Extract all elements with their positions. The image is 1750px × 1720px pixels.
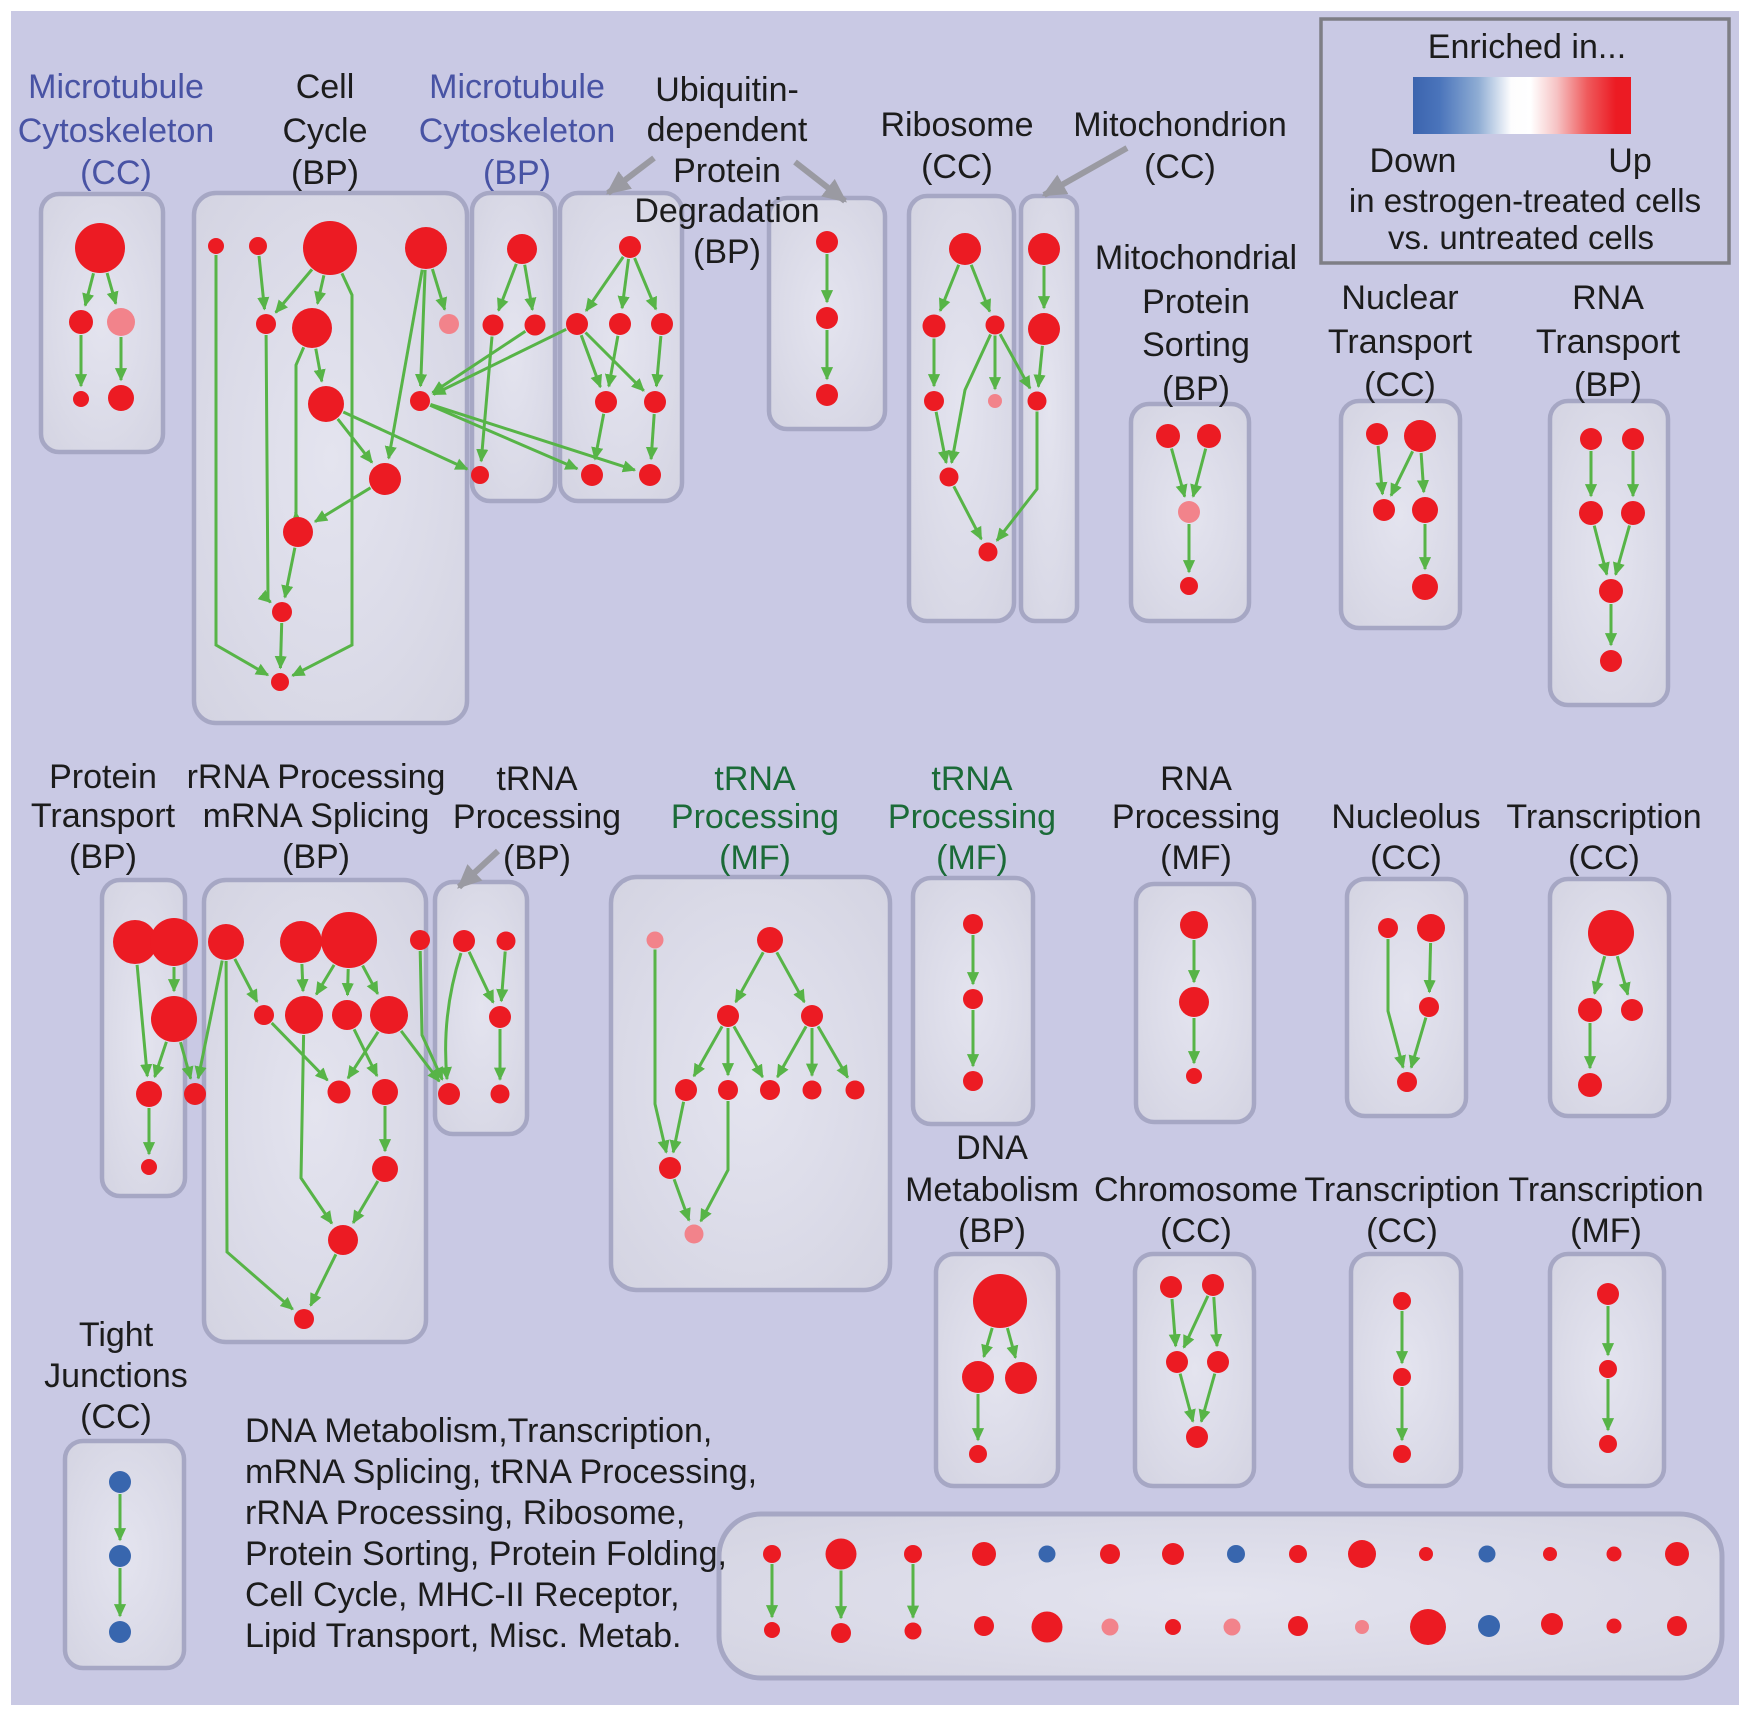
svg-text:(BP): (BP)	[483, 154, 551, 192]
svg-text:Transcription: Transcription	[1508, 1171, 1703, 1209]
svg-text:(CC): (CC)	[80, 1398, 152, 1436]
svg-text:Processing: Processing	[453, 798, 621, 836]
svg-text:Transport: Transport	[31, 797, 176, 835]
svg-text:Down: Down	[1370, 142, 1457, 180]
svg-text:Processing: Processing	[888, 798, 1056, 836]
svg-text:Enriched in...: Enriched in...	[1428, 28, 1626, 66]
svg-text:Nucleolus: Nucleolus	[1331, 798, 1480, 836]
svg-text:Cytoskeleton: Cytoskeleton	[419, 112, 616, 150]
svg-text:Tight: Tight	[79, 1316, 154, 1354]
svg-text:tRNA: tRNA	[496, 760, 578, 798]
svg-text:(CC): (CC)	[1160, 1212, 1232, 1250]
svg-text:Processing: Processing	[1112, 798, 1280, 836]
svg-text:(CC): (CC)	[1568, 839, 1640, 877]
svg-text:tRNA: tRNA	[931, 760, 1013, 798]
svg-text:Ribosome: Ribosome	[880, 106, 1033, 144]
svg-text:DNA: DNA	[956, 1129, 1028, 1167]
svg-text:rRNA Processing, Ribosome,: rRNA Processing, Ribosome,	[245, 1494, 685, 1532]
svg-text:(MF): (MF)	[1160, 839, 1232, 877]
svg-text:Sorting: Sorting	[1142, 326, 1250, 364]
svg-text:(BP): (BP)	[503, 839, 571, 877]
svg-text:Protein: Protein	[49, 758, 157, 796]
svg-text:Nuclear: Nuclear	[1341, 279, 1458, 317]
svg-text:Chromosome: Chromosome	[1094, 1171, 1298, 1209]
svg-text:RNA: RNA	[1160, 760, 1232, 798]
svg-text:DNA Metabolism,Transcription,: DNA Metabolism,Transcription,	[245, 1412, 712, 1450]
svg-text:Protein: Protein	[673, 152, 781, 190]
svg-text:rRNA Processing: rRNA Processing	[187, 758, 446, 796]
svg-text:mRNA Splicing: mRNA Splicing	[203, 797, 430, 835]
svg-text:Up: Up	[1608, 142, 1651, 180]
svg-text:(MF): (MF)	[1570, 1212, 1642, 1250]
svg-text:(MF): (MF)	[719, 839, 791, 877]
svg-text:Mitochondrion: Mitochondrion	[1073, 106, 1287, 144]
svg-text:Cycle: Cycle	[282, 112, 367, 150]
svg-text:Transport: Transport	[1536, 323, 1681, 361]
svg-text:Ubiquitin-: Ubiquitin-	[655, 71, 799, 109]
svg-text:tRNA: tRNA	[714, 760, 796, 798]
svg-text:(BP): (BP)	[282, 838, 350, 876]
svg-text:(BP): (BP)	[1574, 366, 1642, 404]
svg-text:(CC): (CC)	[1144, 148, 1216, 186]
svg-text:Transport: Transport	[1328, 323, 1473, 361]
svg-text:mRNA Splicing, tRNA Processing: mRNA Splicing, tRNA Processing,	[245, 1453, 757, 1491]
svg-text:Degradation: Degradation	[634, 192, 819, 230]
svg-text:Cell Cycle, MHC-II Receptor,: Cell Cycle, MHC-II Receptor,	[245, 1576, 680, 1614]
svg-text:(BP): (BP)	[693, 233, 761, 271]
svg-text:Lipid Transport, Misc. Metab.: Lipid Transport, Misc. Metab.	[245, 1617, 682, 1655]
svg-text:(CC): (CC)	[921, 148, 993, 186]
svg-text:Transcription: Transcription	[1506, 798, 1701, 836]
svg-text:(CC): (CC)	[1370, 839, 1442, 877]
svg-text:(MF): (MF)	[936, 839, 1008, 877]
svg-text:Metabolism: Metabolism	[905, 1171, 1079, 1209]
svg-text:(BP): (BP)	[1162, 370, 1230, 408]
svg-text:Microtubule: Microtubule	[429, 68, 605, 106]
svg-text:(CC): (CC)	[80, 154, 152, 192]
svg-text:(BP): (BP)	[291, 154, 359, 192]
svg-text:(CC): (CC)	[1366, 1212, 1438, 1250]
svg-text:Junctions: Junctions	[44, 1357, 188, 1395]
svg-text:Mitochondrial: Mitochondrial	[1095, 239, 1297, 277]
svg-text:Transcription: Transcription	[1304, 1171, 1499, 1209]
svg-text:(CC): (CC)	[1364, 366, 1436, 404]
svg-text:Microtubule: Microtubule	[28, 68, 204, 106]
svg-text:vs. untreated cells: vs. untreated cells	[1388, 219, 1654, 256]
svg-text:Processing: Processing	[671, 798, 839, 836]
svg-text:(BP): (BP)	[958, 1212, 1026, 1250]
svg-text:Protein Sorting, Protein Foldi: Protein Sorting, Protein Folding,	[245, 1535, 727, 1573]
svg-text:Protein: Protein	[1142, 283, 1250, 321]
svg-text:in estrogen-treated cells: in estrogen-treated cells	[1349, 182, 1701, 219]
svg-text:Cytoskeleton: Cytoskeleton	[18, 112, 215, 150]
svg-text:(BP): (BP)	[69, 838, 137, 876]
svg-text:RNA: RNA	[1572, 279, 1644, 317]
svg-text:dependent: dependent	[647, 111, 808, 149]
svg-text:Cell: Cell	[296, 68, 355, 106]
